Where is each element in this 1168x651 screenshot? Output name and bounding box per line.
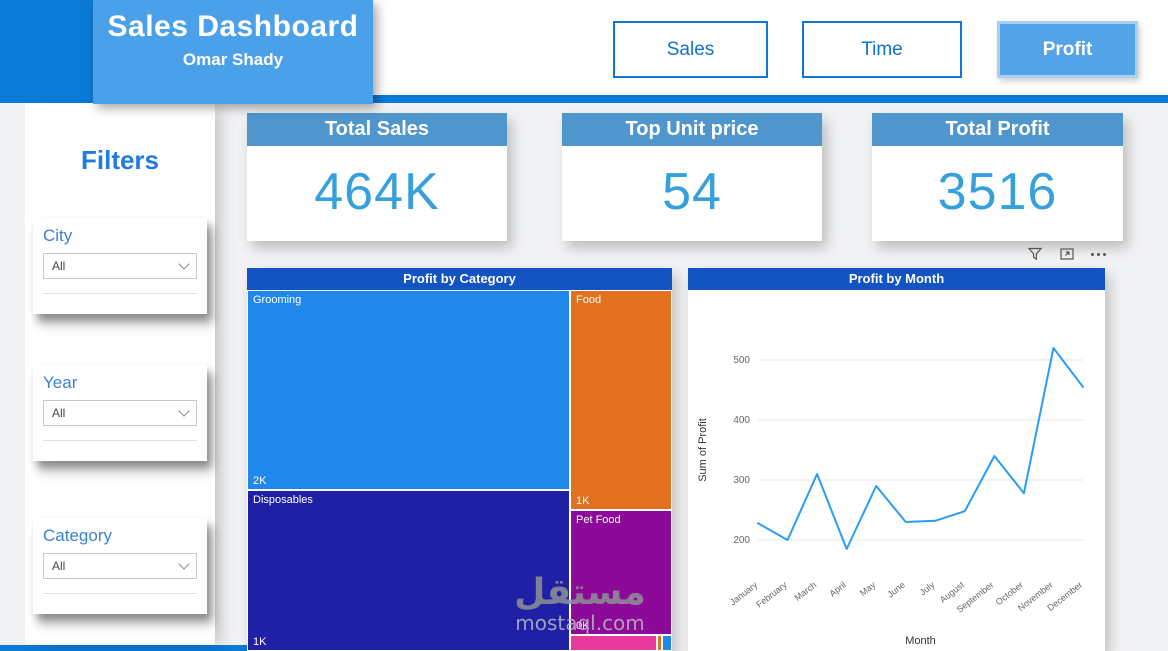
- filter-label-year: Year: [43, 373, 78, 392]
- treemap-title: Profit by Category: [247, 268, 672, 290]
- svg-text:500: 500: [733, 355, 750, 366]
- svg-text:Month: Month: [905, 635, 936, 647]
- filter-card-year: Year All: [33, 365, 207, 461]
- svg-text:May: May: [858, 579, 878, 598]
- year-dropdown-value: All: [52, 406, 66, 420]
- treemap-segment-label: Food: [576, 294, 602, 306]
- category-dropdown-value: All: [52, 559, 66, 573]
- treemap-segment[interactable]: [570, 635, 658, 651]
- filter-icon[interactable]: [1027, 246, 1043, 262]
- nav-button-sales[interactable]: Sales: [613, 21, 768, 78]
- nav-button-time[interactable]: Time: [802, 21, 962, 78]
- treemap-segment-value: 0K: [576, 620, 590, 633]
- page-subtitle: Omar Shady: [182, 50, 284, 69]
- kpi-value: 3516: [937, 163, 1058, 221]
- treemap-card: Profit by Category Grooming 2K Food 1K Dispo…: [247, 268, 672, 651]
- svg-text:June: June: [885, 580, 907, 600]
- chevron-down-icon: [178, 405, 190, 417]
- divider: [43, 440, 197, 441]
- filter-label-category: Category: [43, 526, 112, 545]
- city-dropdown-value: All: [52, 259, 66, 273]
- kpi-card-total-profit: Total Profit 3516: [872, 113, 1123, 241]
- treemap-segment[interactable]: [657, 635, 663, 651]
- svg-text:300: 300: [733, 475, 750, 486]
- treemap-segment-label: Grooming: [253, 294, 302, 306]
- treemap-segment-pet-food[interactable]: Pet Food 0K: [570, 509, 672, 636]
- kpi-card-top-unit-price: Top Unit price 54: [562, 113, 822, 241]
- treemap-segment-label: Pet Food: [576, 513, 621, 526]
- treemap-segment-value: 1K: [576, 494, 590, 507]
- footer-strip: [0, 645, 250, 651]
- divider: [43, 593, 197, 594]
- chevron-down-icon: [178, 558, 190, 570]
- year-dropdown[interactable]: All: [43, 400, 197, 426]
- svg-text:200: 200: [733, 535, 750, 546]
- filters-sidebar: Filters City All Year All Category All: [25, 103, 215, 645]
- kpi-title: Top Unit price: [562, 113, 822, 146]
- filter-card-category: Category All: [33, 518, 207, 614]
- filter-label-city: City: [43, 226, 73, 245]
- treemap-segment-value: 2K: [253, 474, 267, 487]
- filters-title: Filters: [80, 145, 160, 175]
- divider: [43, 293, 197, 294]
- chevron-down-icon: [178, 258, 190, 270]
- header-divider-strip: [0, 95, 1168, 103]
- focus-mode-icon[interactable]: [1059, 246, 1075, 262]
- category-dropdown[interactable]: All: [43, 553, 197, 579]
- line-chart-title: Profit by Month: [688, 268, 1105, 290]
- svg-text:March: March: [792, 580, 818, 603]
- treemap-chart[interactable]: Grooming 2K Food 1K Disposables 1K Pet Food 0K: [247, 290, 672, 651]
- treemap-segment-disposables[interactable]: Disposables 1K: [247, 489, 570, 651]
- kpi-card-total-sales: Total Sales 464K: [247, 113, 507, 241]
- visual-header-toolbar: [998, 240, 1106, 268]
- treemap-segment-value: 1K: [253, 635, 267, 648]
- more-options-icon[interactable]: [1091, 252, 1106, 256]
- treemap-segment[interactable]: [662, 635, 672, 651]
- kpi-title: Total Profit: [872, 113, 1123, 146]
- kpi-value: 464K: [314, 163, 440, 221]
- nav-button-profit[interactable]: Profit: [997, 21, 1138, 78]
- kpi-value: 54: [662, 163, 722, 221]
- city-dropdown[interactable]: All: [43, 253, 197, 279]
- svg-text:February: February: [754, 579, 789, 609]
- svg-text:Sum of Profit: Sum of Profit: [697, 418, 709, 482]
- line-chart-card: Profit by Month 200 300 400 500 January Febru…: [688, 268, 1105, 651]
- treemap-segment-label: Disposables: [253, 493, 313, 506]
- page-title: Sales Dashboard: [107, 10, 359, 43]
- treemap-segment-grooming[interactable]: Grooming 2K: [247, 290, 570, 490]
- svg-text:400: 400: [733, 415, 750, 426]
- svg-text:April: April: [828, 580, 848, 599]
- kpi-title: Total Sales: [247, 113, 507, 146]
- filter-card-city: City All: [33, 218, 207, 314]
- svg-text:July: July: [918, 579, 937, 597]
- header-left-block: [0, 0, 95, 97]
- title-box: Sales Dashboard Omar Shady: [93, 0, 373, 104]
- treemap-segment-food[interactable]: Food 1K: [570, 290, 672, 510]
